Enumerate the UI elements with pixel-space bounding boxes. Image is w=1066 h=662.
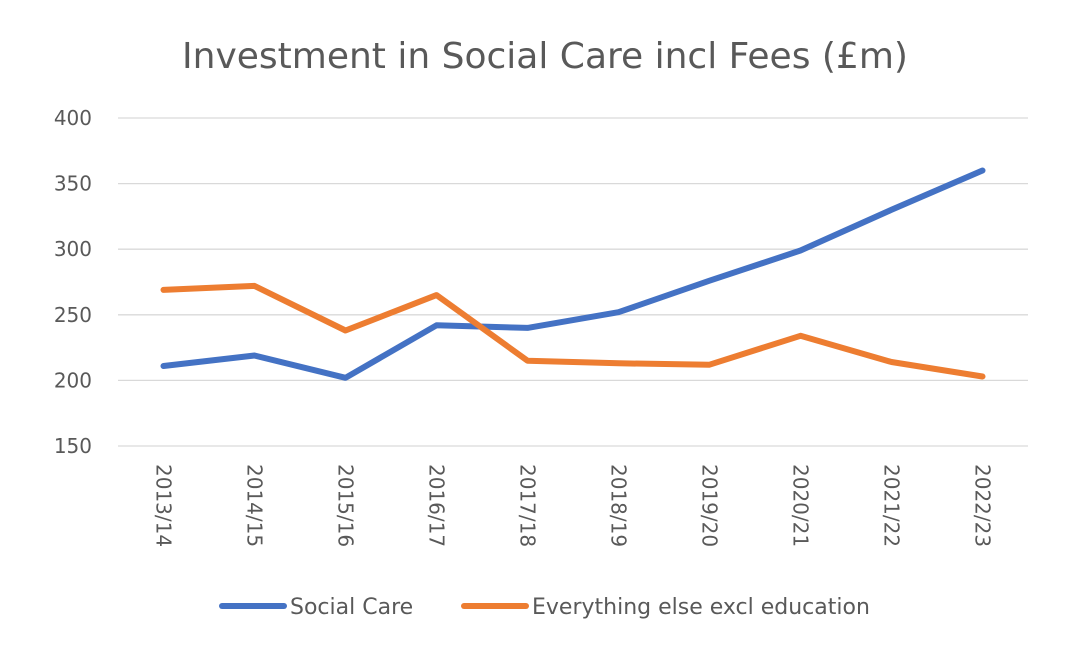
y-tick-label: 200 — [54, 368, 92, 392]
legend: Social Care Everything else excl educatio… — [219, 595, 870, 620]
y-tick-label: 300 — [54, 237, 92, 261]
x-tick-label: 2018/19 — [607, 464, 631, 547]
x-axis-ticks: 2013/14 2014/15 2015/16 2016/17 2017/18 2018/… — [152, 464, 995, 547]
x-tick-label: 2016/17 — [425, 464, 449, 547]
x-tick-label: 2017/18 — [516, 464, 540, 547]
series-line-0 — [160, 167, 986, 381]
chart-title: Investment in Social Care incl Fees (£m) — [182, 36, 908, 77]
series-line-1 — [160, 282, 986, 380]
x-tick-label: 2013/14 — [152, 464, 176, 547]
x-tick-label: 2014/15 — [243, 464, 267, 547]
y-tick-label: 350 — [54, 172, 92, 196]
x-tick-label: 2020/21 — [789, 464, 813, 547]
y-tick-label: 250 — [54, 303, 92, 327]
y-axis-ticks: 150 200 250 300 350 400 — [54, 106, 92, 458]
y-tick-label: 400 — [54, 106, 92, 130]
y-tick-label: 150 — [54, 434, 92, 458]
series-lines — [160, 167, 986, 381]
x-tick-label: 2015/16 — [334, 464, 358, 547]
grid — [118, 117, 1028, 447]
x-tick-label: 2019/20 — [698, 464, 722, 547]
x-tick-label: 2022/23 — [971, 464, 995, 547]
legend-label: Social Care — [290, 595, 413, 620]
x-tick-label: 2021/22 — [880, 464, 904, 547]
legend-label: Everything else excl education — [532, 595, 870, 620]
